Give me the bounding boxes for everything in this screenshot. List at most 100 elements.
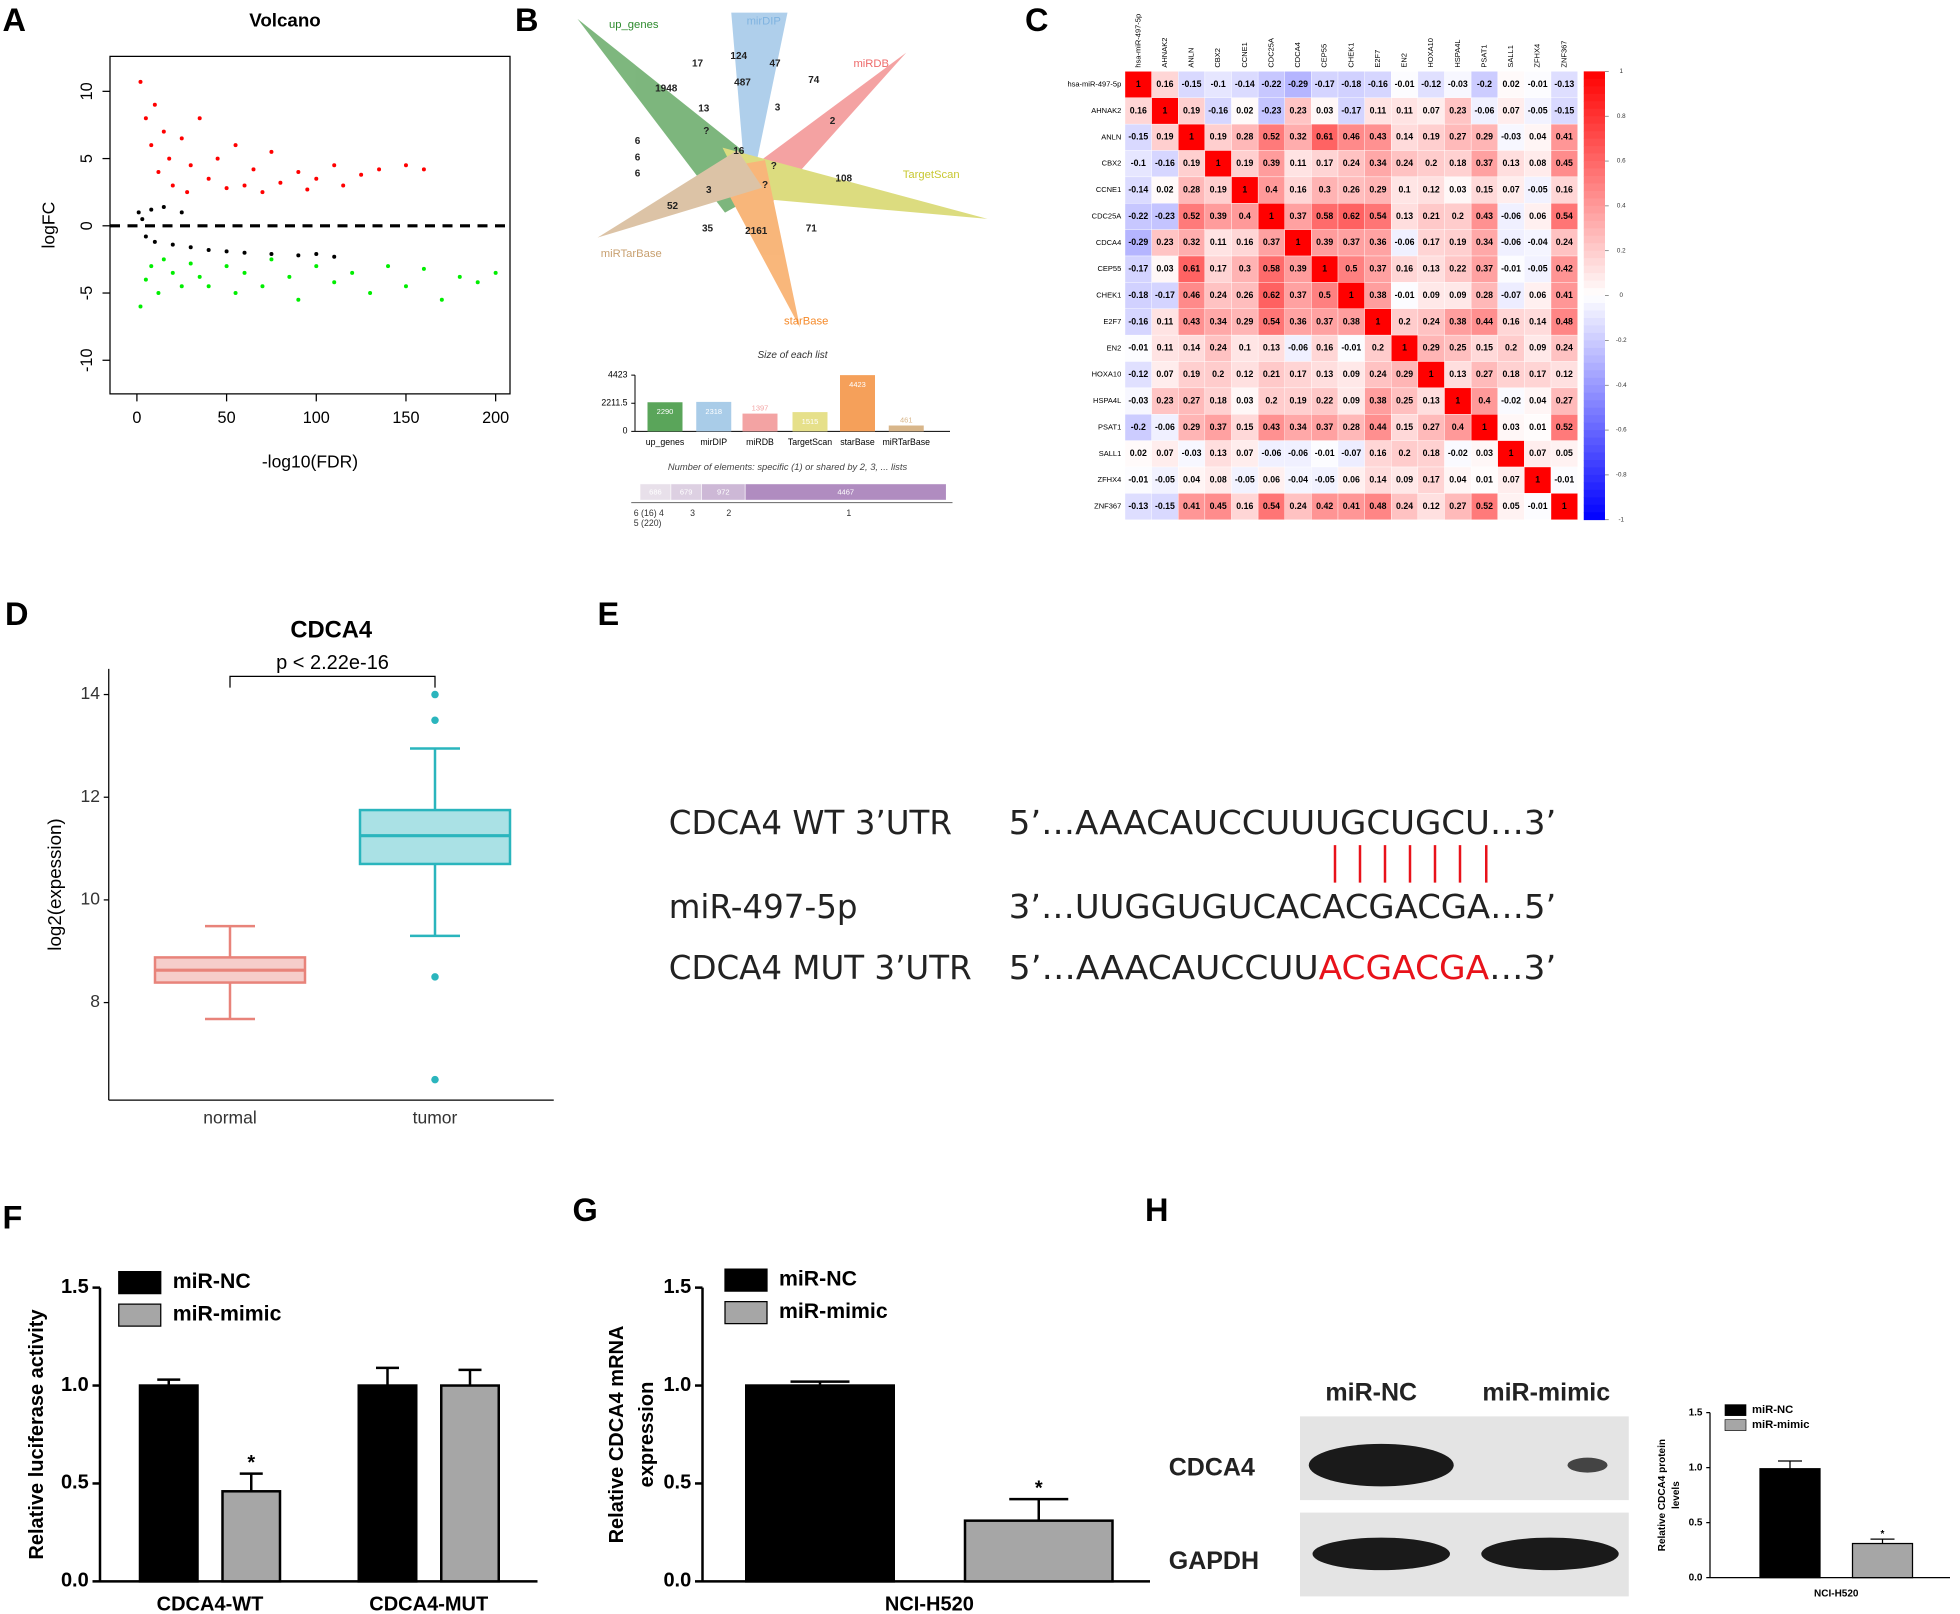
column-label: CHEK1 bbox=[1346, 43, 1355, 68]
cell-label: 0.41 bbox=[1556, 132, 1573, 142]
point bbox=[269, 257, 274, 262]
cell-label: 0.34 bbox=[1369, 158, 1386, 168]
sequence: 5’…AAACAUCCUU ACGACGA …3’ bbox=[1009, 949, 1557, 987]
heatmap-cell bbox=[1417, 71, 1445, 98]
cell-label: 0.02 bbox=[1130, 448, 1147, 458]
cell-label: 0.08 bbox=[1529, 158, 1546, 168]
heatmap-cell bbox=[1204, 97, 1232, 125]
colorbar-step bbox=[1583, 108, 1605, 117]
cell-label: 0.19 bbox=[1156, 132, 1173, 142]
cell-label: 0.52 bbox=[1556, 422, 1573, 432]
cell-label: 0.36 bbox=[1369, 237, 1386, 247]
cell-label: 0.39 bbox=[1290, 264, 1307, 274]
bar bbox=[696, 401, 732, 432]
cell-label: 0.42 bbox=[1316, 501, 1333, 511]
column-label: EN2 bbox=[1400, 53, 1409, 68]
point bbox=[278, 180, 283, 185]
panel-label: F bbox=[3, 1200, 23, 1236]
colorbar-step bbox=[1583, 213, 1605, 222]
cell-label: 0.43 bbox=[1369, 132, 1386, 142]
heatmap-cell bbox=[1550, 282, 1578, 309]
cell-label: 0.17 bbox=[1210, 264, 1227, 274]
heatmap-cell bbox=[1257, 97, 1285, 125]
colorbar-label: -1 bbox=[1618, 516, 1624, 523]
cell-label: 0.26 bbox=[1343, 184, 1360, 194]
heatmap-cell bbox=[1364, 466, 1392, 494]
cell-label: 0.17 bbox=[1529, 369, 1546, 379]
column-label: CDCA4 bbox=[1293, 42, 1302, 67]
heatmap-cell bbox=[1470, 466, 1498, 494]
heatmap-cell bbox=[1124, 71, 1152, 98]
cell-label: 0.2 bbox=[1425, 158, 1437, 168]
cell-label: 0.22 bbox=[1449, 264, 1466, 274]
point bbox=[260, 284, 265, 289]
colorbar-step bbox=[1583, 392, 1605, 401]
y-tick-label: 1.0 bbox=[1689, 1462, 1703, 1473]
colorbar-label: 0.8 bbox=[1617, 113, 1626, 120]
cell-label: -0.01 bbox=[1395, 290, 1415, 300]
heatmap-cell bbox=[1364, 387, 1392, 415]
cell-label: 0.13 bbox=[1316, 369, 1333, 379]
cell-label: 0.2 bbox=[1265, 395, 1277, 405]
colorbar-step bbox=[1583, 161, 1605, 169]
heatmap-cell bbox=[1524, 440, 1552, 468]
legend-swatch bbox=[724, 1300, 768, 1325]
point bbox=[287, 274, 292, 279]
panel-label: E bbox=[598, 596, 620, 632]
heatmap-cell bbox=[1257, 255, 1285, 283]
cell-label: 0.16 bbox=[1236, 237, 1253, 247]
colorbar-step bbox=[1583, 422, 1605, 431]
cell-label: 0.27 bbox=[1183, 395, 1200, 405]
y-axis-label: Relative CDCA4 protein bbox=[1657, 1439, 1668, 1551]
point bbox=[143, 116, 148, 121]
y-tick-label: 10 bbox=[81, 889, 101, 909]
cell-label: 0.16 bbox=[1369, 448, 1386, 458]
colorbar-step bbox=[1583, 138, 1605, 147]
venn-count: 1948 bbox=[655, 84, 678, 95]
colorbar-step bbox=[1583, 347, 1605, 356]
heatmap-cell bbox=[1178, 176, 1206, 204]
point bbox=[341, 183, 346, 188]
cell-label: 0.07 bbox=[1503, 475, 1520, 485]
heatmap-cell bbox=[1151, 466, 1179, 494]
cell-label: 0.04 bbox=[1529, 132, 1546, 142]
cell-label: 0.18 bbox=[1503, 369, 1520, 379]
heatmap-cell bbox=[1284, 493, 1312, 520]
cell-label: 0.03 bbox=[1236, 395, 1253, 405]
heatmap-cell bbox=[1204, 123, 1232, 151]
cell-label: 0.24 bbox=[1396, 158, 1413, 168]
colorbar-step bbox=[1583, 317, 1605, 326]
heatmap-cell bbox=[1497, 440, 1525, 468]
cell-label: 0.54 bbox=[1556, 211, 1573, 221]
point bbox=[179, 210, 184, 215]
cell-label: 0.3 bbox=[1239, 264, 1251, 274]
cell-label: -0.15 bbox=[1554, 105, 1574, 115]
cell-label: -0.05 bbox=[1528, 264, 1548, 274]
cell-label: -0.22 bbox=[1261, 79, 1281, 89]
venn-count: 2161 bbox=[745, 226, 768, 237]
outlier bbox=[431, 690, 439, 699]
heatmap-cell bbox=[1124, 176, 1152, 204]
row-label: AHNAK2 bbox=[1091, 106, 1121, 115]
legend-swatch bbox=[1724, 1404, 1747, 1416]
point bbox=[386, 264, 391, 269]
cell-label: -0.03 bbox=[1128, 395, 1148, 405]
bar bbox=[1851, 1542, 1914, 1579]
point bbox=[170, 242, 175, 247]
heatmap-cell bbox=[1124, 97, 1152, 125]
heatmap-cell bbox=[1470, 282, 1498, 309]
heatmap-cell bbox=[1257, 123, 1285, 151]
cell-label: 0.34 bbox=[1476, 237, 1493, 247]
heatmap-cell bbox=[1284, 71, 1312, 98]
cell-label: -0.22 bbox=[1128, 211, 1148, 221]
heatmap-cell bbox=[1391, 308, 1419, 336]
venn-count: 6 bbox=[635, 152, 641, 163]
heatmap-cell bbox=[1444, 97, 1472, 125]
cell-label: 0.29 bbox=[1236, 316, 1253, 326]
heatmap-cell bbox=[1524, 361, 1552, 389]
cell-label: 1 bbox=[1189, 132, 1194, 142]
point bbox=[170, 270, 175, 275]
cell-label: -0.1 bbox=[1131, 158, 1146, 168]
cell-label: 0.19 bbox=[1236, 158, 1253, 168]
